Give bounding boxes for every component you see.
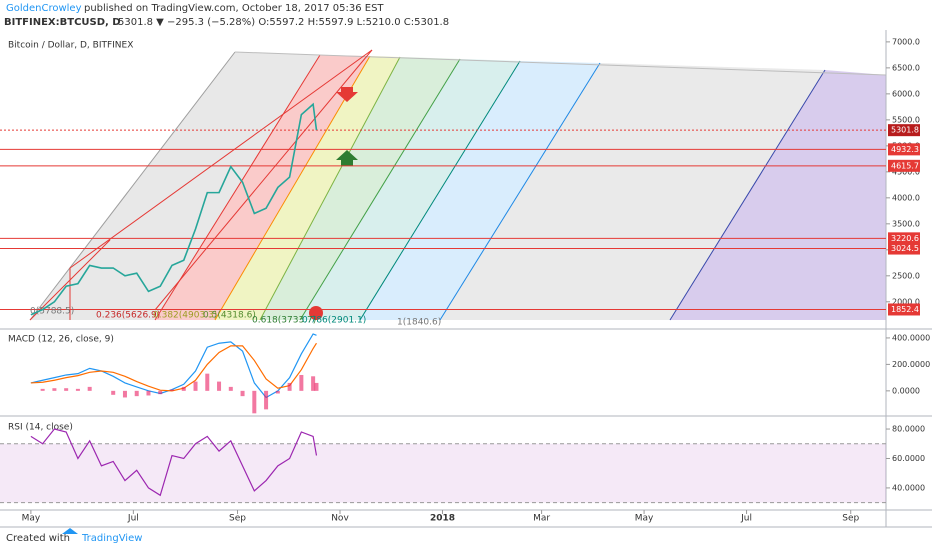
macd-histogram-bar [52,388,57,391]
x-tick-label: Sep [842,514,859,524]
y-tick-label: 3500.0 [892,219,920,228]
macd-histogram-bar [75,388,80,391]
fib-channel [29,49,887,321]
macd-histogram-bar [205,373,210,391]
pane-title: RSI (14, close) [8,423,73,433]
macd-histogram-bar [40,388,45,391]
rsi-line [30,428,318,497]
macd-histogram-bar [158,390,163,395]
macd-histogram-bar [264,390,269,410]
macd-line [30,342,317,392]
y-tick-label: 400.0000 [892,333,930,342]
macd-histogram-bar [170,389,174,391]
y-tick-label: 7000.0 [892,37,920,46]
y-tick-label: 80.0000 [892,425,925,434]
macd-histogram-bar [287,382,292,391]
macd-histogram-bar [217,381,222,391]
fib-label: 0.382(4903.3) [153,311,217,321]
fib-label: 1(1840.6) [397,318,441,328]
footer-created: Created with [6,533,70,544]
fib-label: 0.786(2901.1) [302,316,366,326]
author[interactable]: GoldenCrowley [6,3,82,14]
y-tick-label: 4500.0 [892,167,920,176]
quote: 5301.8 ▼ −295.3 (−5.28%) O:5597.2 H:5597… [118,17,449,28]
y-tick-label: 200.0000 [892,360,930,369]
macd-histogram-bar [146,390,151,396]
macd-histogram-bar [122,390,127,398]
macd-histogram-bar [275,390,280,394]
x-tick-label: Mar [533,514,550,524]
price-level-label: 3220.6 [891,234,919,243]
fib-label: 0.236(5626.9) [96,311,160,321]
price-level-label: 4932.3 [891,145,919,154]
y-tick-label: 60.0000 [892,454,925,463]
macd-histogram-bar [228,386,233,391]
macd-histogram-bar [134,390,139,397]
fib-label: 0.618(3733.7) [252,316,316,326]
y-tick-label: 5500.0 [892,115,920,124]
x-tick-label: Jul [740,514,752,524]
macd-histogram-bar [314,382,319,391]
x-tick-label: Nov [331,514,349,524]
price-level-tag [888,143,920,156]
price-level-label: 3024.5 [891,244,919,253]
price-level-tag [888,242,920,255]
y-tick-label: 2000.0 [892,297,920,306]
symbol: BITFINEX:BTCUSD, D [4,17,121,28]
macd-histogram-bar [111,390,116,395]
x-tick-label: May [635,514,654,524]
footer-brand[interactable]: TradingView [81,533,142,544]
y-tick-label: 4000.0 [892,193,920,202]
price-line [30,102,318,316]
price-level-label: 4615.7 [891,161,919,170]
rsi-band [0,443,886,503]
macd-histogram-bar [193,381,198,391]
x-tick-label: Sep [229,514,246,524]
price-level-tag [888,124,920,137]
price-level-label: 5301.8 [891,126,919,135]
y-tick-label: 40.0000 [892,483,925,492]
price-level-label: 1852.4 [891,305,919,314]
price-level-tag [888,303,920,316]
macd-histogram-bar [240,390,245,397]
macd-histogram-bar [87,386,92,391]
x-tick-label: May [22,514,41,524]
macd-histogram-bar [299,374,304,391]
fib-label: 0(5788.5) [30,307,74,317]
y-tick-label: 6500.0 [892,63,920,72]
published: published on TradingView.com, October 18… [84,3,384,14]
pane-title: Bitcoin / Dollar, D, BITFINEX [8,41,133,51]
y-tick-label: 0.0000 [892,386,920,395]
fib-label: 0.5(4318.6) [203,311,256,321]
macd-histogram-bar [181,386,186,391]
macd-histogram-bar [64,388,69,391]
price-level-tag [888,232,920,245]
x-tick-label: 2018 [430,514,455,524]
y-tick-label: 6000.0 [892,89,920,98]
brand-logo [62,528,78,534]
x-tick-label: Jul [127,514,139,524]
macd-histogram-bar [252,390,257,414]
macd-histogram-bar [311,376,316,391]
pane-title: MACD (12, 26, close, 9) [8,335,114,345]
y-tick-label: 2500.0 [892,271,920,280]
price-level-tag [888,159,920,172]
